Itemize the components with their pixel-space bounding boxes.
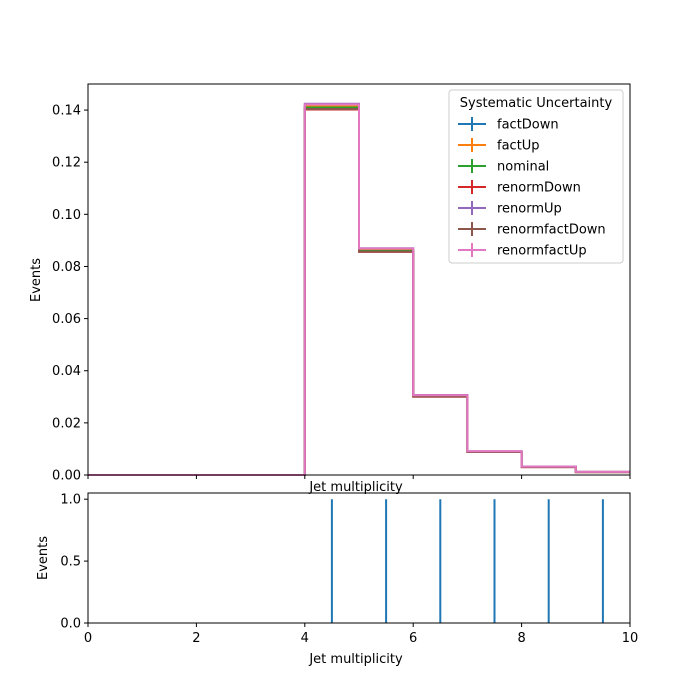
top-y-tick-label: 0.14 (52, 104, 81, 119)
top-y-axis-label: Events (29, 258, 44, 302)
bottom-series-group (330, 499, 604, 623)
legend-label: nominal (497, 160, 549, 175)
bottom-x-tick-label: 6 (409, 631, 417, 646)
top-y-tick-label: 0.10 (52, 208, 81, 223)
bottom-y-tick-label: 1.0 (60, 493, 81, 508)
bottom-x-axis-label: Jet multiplicity (308, 652, 403, 667)
bottom-y-axis: 0.0 0.5 1.0 (60, 493, 88, 632)
legend-label: factUp (497, 139, 540, 154)
top-x-axis-label: Jet multiplicity (308, 480, 403, 495)
legend-label: factDown (497, 118, 559, 133)
legend-entry-renormDown: renormDown (458, 180, 581, 196)
top-y-axis: 0.00 0.02 0.04 0.06 0.08 0.10 0.12 0.14 (52, 104, 88, 484)
legend-entry-renormfactDown: renormfactDown (458, 222, 606, 238)
top-y-tick-label: 0.02 (52, 416, 81, 431)
top-y-tick-label: 0.04 (52, 364, 81, 379)
bottom-x-tick-label: 8 (517, 631, 525, 646)
legend-title: Systematic Uncertainty (460, 96, 613, 111)
top-x-axis (87, 475, 631, 479)
bottom-y-tick-label: 0.0 (60, 617, 81, 632)
legend-label: renormfactUp (497, 244, 587, 259)
top-panel: 0.00 0.02 0.04 0.06 0.08 0.10 0.12 0.14 Jet mul… (29, 83, 631, 495)
top-y-tick-label: 0.08 (52, 260, 81, 275)
legend-label: renormfactDown (497, 223, 606, 238)
legend-entry-factDown: factDown (458, 117, 559, 133)
bottom-x-tick-label: 10 (622, 631, 639, 646)
legend-box (448, 89, 624, 264)
bottom-axes-frame (87, 492, 631, 624)
legend: Systematic Uncertainty factDown factUp nom… (448, 89, 624, 264)
bottom-x-axis: 0 2 4 6 8 10 (84, 623, 638, 646)
top-y-tick-label: 0.12 (52, 156, 81, 171)
bottom-panel: 0.0 0.5 1.0 0 2 4 6 8 10 Jet multiplicity Event… (36, 492, 638, 667)
legend-entry-factUp: factUp (458, 138, 540, 154)
legend-entry-nominal: nominal (458, 159, 549, 175)
legend-entry-renormfactUp: renormfactUp (458, 243, 587, 259)
bottom-y-axis-label: Events (36, 536, 51, 580)
top-y-tick-label: 0.00 (52, 469, 81, 484)
top-y-tick-label: 0.06 (52, 312, 81, 327)
bottom-x-tick-label: 4 (301, 631, 309, 646)
legend-label: renormUp (497, 202, 562, 217)
legend-entries: factDown factUp nominal renormDown renormUp r… (458, 117, 606, 259)
bottom-y-tick-label: 0.5 (60, 555, 81, 570)
bottom-x-tick-label: 2 (192, 631, 200, 646)
legend-entry-renormUp: renormUp (458, 201, 562, 217)
bottom-x-tick-label: 0 (84, 631, 92, 646)
legend-label: renormDown (497, 181, 581, 196)
top-axes-frame (87, 83, 631, 476)
